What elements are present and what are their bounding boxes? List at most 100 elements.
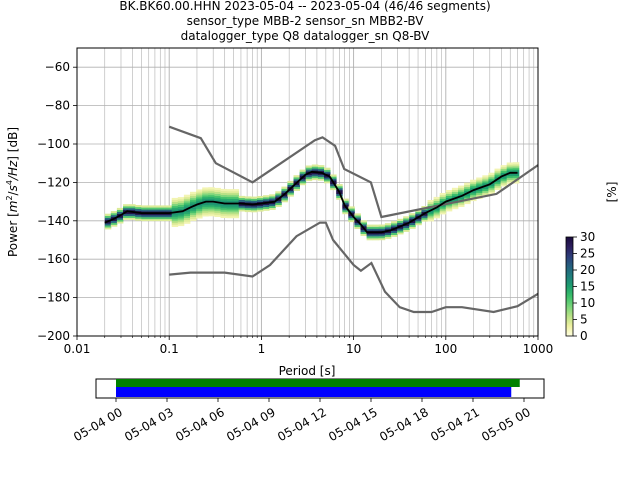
pdf-cell <box>257 199 264 202</box>
pdf-cell <box>220 194 227 197</box>
pdf-cell <box>421 217 428 220</box>
pdf-cell <box>183 202 191 205</box>
pdf-cell <box>421 209 428 212</box>
pdf-cell <box>427 200 434 203</box>
pdf-cell <box>257 209 264 212</box>
pdf-cell <box>171 222 179 226</box>
pdf-cell <box>177 216 185 219</box>
pdf-cell <box>123 211 130 215</box>
pdf-cell <box>336 195 343 198</box>
pdf-cell <box>324 177 331 180</box>
pdf-cell <box>354 213 361 216</box>
pdf-cell <box>433 214 441 217</box>
pdf-cell <box>506 170 514 173</box>
colorbar-scale <box>565 236 574 337</box>
pdf-cell <box>287 192 294 195</box>
pdf-cell <box>226 191 234 194</box>
pdf-cell <box>190 195 197 198</box>
pdf-cell <box>470 191 477 194</box>
pdf-cell <box>183 210 191 213</box>
pdf-cell <box>238 207 246 210</box>
pdf-cell <box>439 196 447 200</box>
pdf-cell <box>147 207 154 210</box>
pdf-cell <box>330 176 337 179</box>
pdf-cell <box>458 185 465 188</box>
pdf-cell <box>397 226 404 229</box>
pdf-cell <box>366 228 374 231</box>
pdf-cell <box>433 200 441 203</box>
pdf-cell <box>391 230 398 233</box>
pdf-cell <box>403 227 410 230</box>
pdf-cell <box>159 213 167 216</box>
pdf-cell <box>324 171 331 174</box>
pdf-cell <box>141 213 148 216</box>
pdf-cell <box>354 224 361 228</box>
pdf-cell <box>196 210 203 213</box>
pdf-cell <box>439 193 447 196</box>
pdf-cell <box>208 210 215 213</box>
pdf-cell <box>190 214 197 217</box>
pdf-cell <box>458 189 465 192</box>
pdf-cell <box>281 196 288 199</box>
pdf-cell <box>226 194 234 198</box>
pdf-cell <box>384 230 392 234</box>
pdf-cell <box>433 196 441 200</box>
pdf-cell <box>500 167 508 170</box>
pdf-cell <box>305 169 313 172</box>
pdf-cell <box>190 212 197 216</box>
pdf-cell <box>348 208 355 211</box>
pdf-cell <box>275 193 282 196</box>
pdf-cell <box>244 200 252 203</box>
pdf-cell <box>171 221 179 224</box>
pdf-cell <box>202 210 209 213</box>
pdf-cell <box>458 202 465 206</box>
pdf-cell <box>403 229 410 232</box>
pdf-cell <box>269 196 276 199</box>
pdf-cell <box>220 188 227 192</box>
pdf-cell <box>116 209 124 212</box>
pdf-cell <box>311 168 319 171</box>
pdf-cell <box>104 213 112 216</box>
pdf-cell <box>378 226 386 229</box>
pdf-cell <box>226 198 234 201</box>
pdf-cell <box>384 227 392 230</box>
pdf-cell <box>299 171 307 174</box>
pdf-cell <box>208 187 215 190</box>
pdf-cell <box>153 213 160 216</box>
pdf-cell <box>372 238 380 241</box>
pdf-cell <box>494 180 501 183</box>
pdf-cell <box>281 194 288 197</box>
pdf-cell <box>427 203 434 206</box>
pdf-cell <box>153 217 160 220</box>
pdf-cell <box>330 187 337 191</box>
pdf-cell <box>451 205 459 208</box>
pdf-cell <box>202 193 209 196</box>
pdf-cell <box>311 172 319 175</box>
pdf-cell <box>482 192 489 195</box>
pdf-cell <box>177 200 185 204</box>
pdf-cell <box>171 199 179 202</box>
pdf-cell <box>226 210 234 213</box>
pdf-cell <box>299 179 307 182</box>
pdf-cell <box>403 220 410 223</box>
pdf-cell <box>445 195 453 198</box>
pdf-cell <box>257 207 264 210</box>
pdf-cell <box>500 165 508 168</box>
pdf-cell <box>439 200 447 203</box>
pdf-cell <box>250 196 258 199</box>
pdf-cell <box>196 195 203 198</box>
pdf-cell <box>196 214 203 217</box>
pdf-cell <box>232 196 240 199</box>
pdf-cell <box>202 187 209 190</box>
pdf-cell <box>305 177 313 180</box>
pdf-cell <box>299 181 307 184</box>
pdf-cell <box>482 181 489 184</box>
pdf-cell <box>183 221 191 224</box>
pdf-cell <box>384 225 392 228</box>
pdf-cell <box>123 204 130 207</box>
pdf-cell <box>159 217 167 220</box>
pdf-cell <box>275 199 282 202</box>
pdf-cell <box>244 198 252 201</box>
pdf-cell <box>311 164 319 167</box>
